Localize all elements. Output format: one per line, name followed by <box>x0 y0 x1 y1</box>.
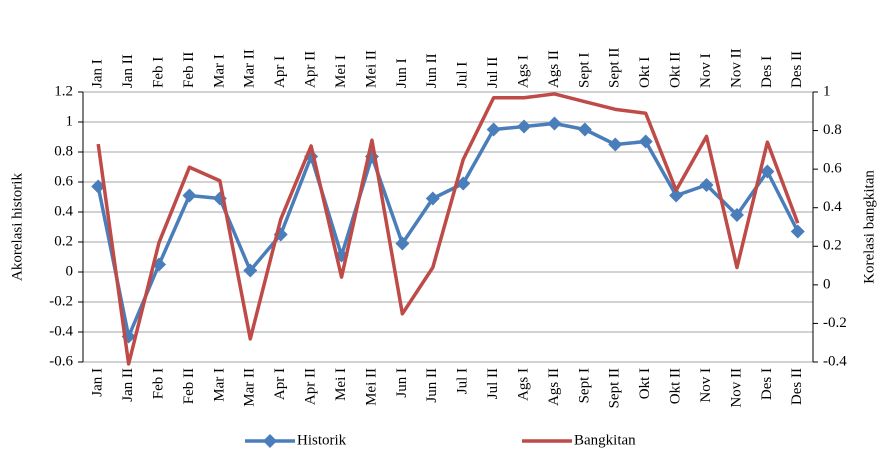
marker <box>699 178 714 192</box>
legend-label: Historik <box>297 432 347 448</box>
x-tick-label-top: Okt I <box>637 57 653 88</box>
marker <box>577 122 592 137</box>
x-tick-label-top: Ags I <box>515 55 531 88</box>
x-tick-label-top: Nov I <box>698 53 714 88</box>
x-tick-label: Feb II <box>181 368 197 404</box>
y-tick-label: 0.4 <box>54 203 73 219</box>
x-tick-label: Ags I <box>515 368 531 401</box>
y-tick-label: -0.4 <box>49 323 73 339</box>
x-tick-label: Jul II <box>485 368 501 399</box>
x-tick-label-top: Apr II <box>303 51 319 88</box>
x-tick-label-top: Apr I <box>272 56 288 88</box>
legend-label: Bangkitan <box>574 432 636 448</box>
marker <box>729 208 744 222</box>
legend-marker <box>263 434 277 448</box>
y-tick-label: 0.2 <box>54 233 73 249</box>
marker <box>395 236 410 251</box>
marker <box>760 164 775 179</box>
x-tick-label: Mar II <box>242 368 258 407</box>
marker <box>425 191 440 206</box>
x-tick-label-top: Feb I <box>150 57 166 88</box>
x-tick-label: Des II <box>789 368 805 405</box>
y2-tick-label: 0.4 <box>823 199 842 215</box>
marker <box>182 188 197 203</box>
x-tick-label: Okt II <box>668 368 684 404</box>
x-tick-label: Apr II <box>303 368 319 405</box>
x-tick-label-top: Okt II <box>668 52 684 88</box>
marker <box>608 137 623 152</box>
series-line <box>96 92 800 366</box>
x-tick-label-top: Feb II <box>181 52 197 88</box>
y-tick-label: 0.6 <box>54 173 73 189</box>
marker <box>91 179 106 194</box>
x-tick-label-top: Jan II <box>120 54 136 88</box>
marker <box>456 176 471 191</box>
y-tick-label: 0.8 <box>54 143 73 159</box>
x-tick-label-top: Mar I <box>211 54 227 88</box>
y-tick-label: -0.6 <box>49 353 73 369</box>
x-tick-label-top: Nov II <box>728 48 744 88</box>
x-tick-label: Sept I <box>576 368 592 403</box>
x-tick-label: Mei I <box>333 368 349 401</box>
marker <box>517 119 532 134</box>
marker <box>790 224 805 239</box>
x-tick-label: Jun II <box>424 368 440 403</box>
x-tick-label-top: Ags II <box>546 50 562 88</box>
x-tick-label: Jun I <box>394 368 410 398</box>
x-tick-label-top: Sept I <box>576 53 592 88</box>
x-tick-label-top: Jul I <box>455 62 471 88</box>
x-tick-label: Sept II <box>607 368 623 408</box>
x-tick-label-top: Jun II <box>424 53 440 88</box>
y2-tick-label: 0.2 <box>823 238 842 254</box>
y2-tick-label: 1 <box>823 83 831 99</box>
x-tick-label-top: Des I <box>759 56 775 88</box>
marker <box>547 116 562 131</box>
y-tick-label: 1.2 <box>54 83 73 99</box>
marker <box>669 188 684 203</box>
marker <box>486 122 501 137</box>
x-tick-label-top: Des II <box>789 51 805 88</box>
y2-tick-label: 0.6 <box>823 161 842 177</box>
x-tick-label-top: Mei II <box>363 50 379 88</box>
x-tick-label: Feb I <box>150 368 166 399</box>
y2-tick-label: 0 <box>823 276 831 292</box>
x-tick-label-top: Jul II <box>485 57 501 88</box>
y2-tick-label: -0.2 <box>823 315 847 331</box>
y-tick-label: -0.2 <box>49 293 73 309</box>
x-tick-label: Mei II <box>363 368 379 406</box>
series-line <box>96 121 800 339</box>
y2-axis-title: Korelasi bangkitan <box>861 170 877 284</box>
x-tick-label: Nov I <box>698 368 714 403</box>
x-tick-label-top: Jan I <box>90 59 106 88</box>
y-axis-title: Akorelasi historik <box>9 173 25 281</box>
x-tick-label: Jul I <box>455 368 471 394</box>
y2-tick-label: -0.4 <box>823 353 847 369</box>
x-tick-label-top: Mei I <box>333 55 349 88</box>
x-tick-label: Okt I <box>637 368 653 399</box>
y-tick-label: 1 <box>66 113 74 129</box>
y-tick-label: 0 <box>66 263 74 279</box>
x-tick-label-top: Sept II <box>607 48 623 88</box>
x-tick-label: Nov II <box>728 368 744 408</box>
x-tick-label: Apr I <box>272 368 288 400</box>
x-tick-label: Des I <box>759 368 775 400</box>
x-tick-label: Jan II <box>120 368 136 402</box>
x-tick-label-top: Mar II <box>242 49 258 88</box>
x-tick-label: Ags II <box>546 368 562 406</box>
marker <box>638 134 653 149</box>
x-tick-label: Jan I <box>90 368 106 397</box>
y2-tick-label: 0.8 <box>823 122 842 138</box>
x-tick-label-top: Jun I <box>394 58 410 88</box>
marker <box>243 263 258 278</box>
x-tick-label: Mar I <box>211 368 227 402</box>
